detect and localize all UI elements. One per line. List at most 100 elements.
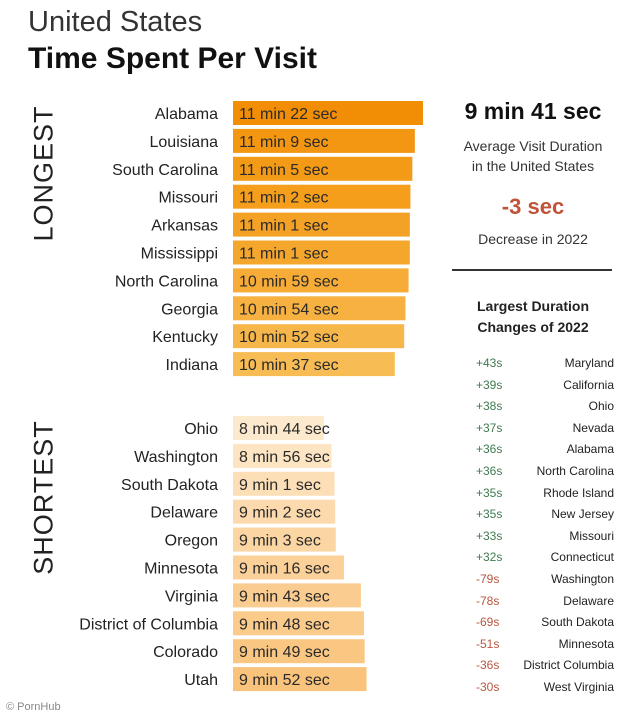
change-row: +39s California <box>448 375 618 395</box>
change-caption: Decrease in 2022 <box>478 231 588 247</box>
longest-data-label: 11 min 5 sec <box>239 162 329 179</box>
change-row: +33s Missouri <box>448 526 618 546</box>
change-state-name: District Columbia <box>523 658 614 673</box>
change-state-name: Connecticut <box>550 550 614 565</box>
longest-bar <box>233 156 413 181</box>
average-visit-caption-line1: Average Visit Duration <box>463 138 603 154</box>
shortest-bar <box>233 611 365 636</box>
change-row: -51s Minnesota <box>448 634 618 654</box>
change-row: +38s Ohio <box>448 396 618 416</box>
changes-title-line2: Changes of 2022 <box>477 319 589 335</box>
longest-bar <box>233 324 405 349</box>
longest-data-label: 11 min 1 sec <box>239 218 329 235</box>
change-row: +43s Maryland <box>448 353 618 373</box>
longest-bar <box>233 296 406 321</box>
change-value-label: -36s <box>476 658 500 673</box>
change-state-name: Ohio <box>588 399 614 414</box>
change-row: +36s Alabama <box>448 439 618 459</box>
change-value-label: -79s <box>476 572 500 586</box>
change-state-name: South Dakota <box>541 615 614 630</box>
shortest-category-label: Washington <box>134 449 218 466</box>
longest-bar <box>233 128 415 153</box>
shortest-data-label: 9 min 3 sec <box>239 533 321 550</box>
shortest-data-label: 9 min 49 sec <box>239 644 330 661</box>
shortest-bar <box>233 527 336 552</box>
change-state-name: Minnesota <box>558 636 614 651</box>
change-row: -36s District Columbia <box>448 655 618 675</box>
change-row: +36s North Carolina <box>448 461 618 481</box>
shortest-bar <box>233 639 365 664</box>
longest-bar <box>233 101 423 125</box>
shortest-category-label: South Dakota <box>121 477 218 494</box>
longest-data-label: 11 min 22 sec <box>239 106 337 123</box>
longest-bar <box>233 184 411 209</box>
shortest-category-label: Virginia <box>165 588 218 605</box>
longest-category-label: Georgia <box>161 301 218 318</box>
change-row: -30s West Virginia <box>448 677 618 697</box>
longest-category-label: Arkansas <box>151 218 218 235</box>
change-value-label: +36s <box>476 464 503 478</box>
change-value-label: +33s <box>476 528 503 543</box>
longest-category-label: North Carolina <box>115 273 218 290</box>
shortest-data-label: 8 min 56 sec <box>239 449 330 466</box>
shortest-data-label: 9 min 43 sec <box>239 588 330 605</box>
longest-category-label: Indiana <box>166 357 219 374</box>
change-row: +35s Rhode Island <box>448 483 618 503</box>
change-value-label: -51s <box>476 636 500 651</box>
shortest-category-label: Delaware <box>150 505 218 522</box>
longest-bar <box>233 240 410 265</box>
change-state-name: North Carolina <box>536 464 614 478</box>
longest-bar <box>233 212 410 237</box>
change-value: -3 sec <box>501 194 565 219</box>
shortest-category-label: Minnesota <box>144 561 218 578</box>
longest-category-label: Alabama <box>155 106 218 123</box>
change-state-name: Alabama <box>566 442 614 457</box>
shortest-data-label: 9 min 48 sec <box>239 616 330 633</box>
shortest-bar <box>233 471 335 496</box>
shortest-bar <box>233 583 361 608</box>
shortest-bar <box>233 416 324 440</box>
watermark: © PornHub <box>6 701 61 713</box>
longest-data-label: 11 min 2 sec <box>239 190 329 207</box>
shortest-category-label: Ohio <box>184 421 218 438</box>
change-state-name: New Jersey <box>551 507 614 522</box>
change-row: +32s Connecticut <box>448 547 618 567</box>
change-state-name: California <box>563 377 614 392</box>
longest-category-label: Kentucky <box>152 329 218 346</box>
page-title: United States <box>28 6 203 38</box>
change-value-label: +37s <box>476 420 503 435</box>
shortest-bar <box>233 667 367 692</box>
shortest-category-label: Colorado <box>153 644 218 661</box>
change-value-label: +43s <box>476 356 503 370</box>
changes-title-line1: Largest Duration <box>476 298 589 314</box>
change-value-label: +39s <box>476 377 503 392</box>
change-row: +35s New Jersey <box>448 504 618 524</box>
longest-category-label: South Carolina <box>112 162 218 179</box>
change-value-label: +32s <box>476 550 503 565</box>
change-value-label: +38s <box>476 399 503 414</box>
shortest-data-label: 9 min 16 sec <box>239 561 330 578</box>
change-row: -78s Delaware <box>448 591 618 611</box>
change-state-name: Maryland <box>564 356 614 370</box>
shortest-data-label: 9 min 1 sec <box>239 477 321 494</box>
change-row: -79s Washington <box>448 569 618 589</box>
change-state-name: Missouri <box>569 528 614 543</box>
change-row: +37s Nevada <box>448 418 618 438</box>
change-value-label: +35s <box>476 507 503 522</box>
change-value-label: -30s <box>476 680 500 694</box>
changes-title: Largest Duration Changes of 2022 <box>448 296 618 338</box>
longest-category-label: Louisiana <box>150 134 219 151</box>
longest-data-label: 10 min 59 sec <box>239 273 339 290</box>
change-value-label: +35s <box>476 485 503 500</box>
page-subtitle: Time Spent Per Visit <box>28 42 317 75</box>
change-value-label: -69s <box>476 615 500 630</box>
longest-category-label: Mississippi <box>141 246 218 263</box>
change-value-label: -78s <box>476 593 500 608</box>
longest-data-label: 11 min 9 sec <box>239 134 329 151</box>
average-visit-value: 9 min 41 sec <box>464 98 602 124</box>
shortest-bar <box>233 555 344 580</box>
longest-bar <box>233 268 409 293</box>
change-row: -69s South Dakota <box>448 612 618 632</box>
shortest-category-label: District of Columbia <box>79 616 218 633</box>
